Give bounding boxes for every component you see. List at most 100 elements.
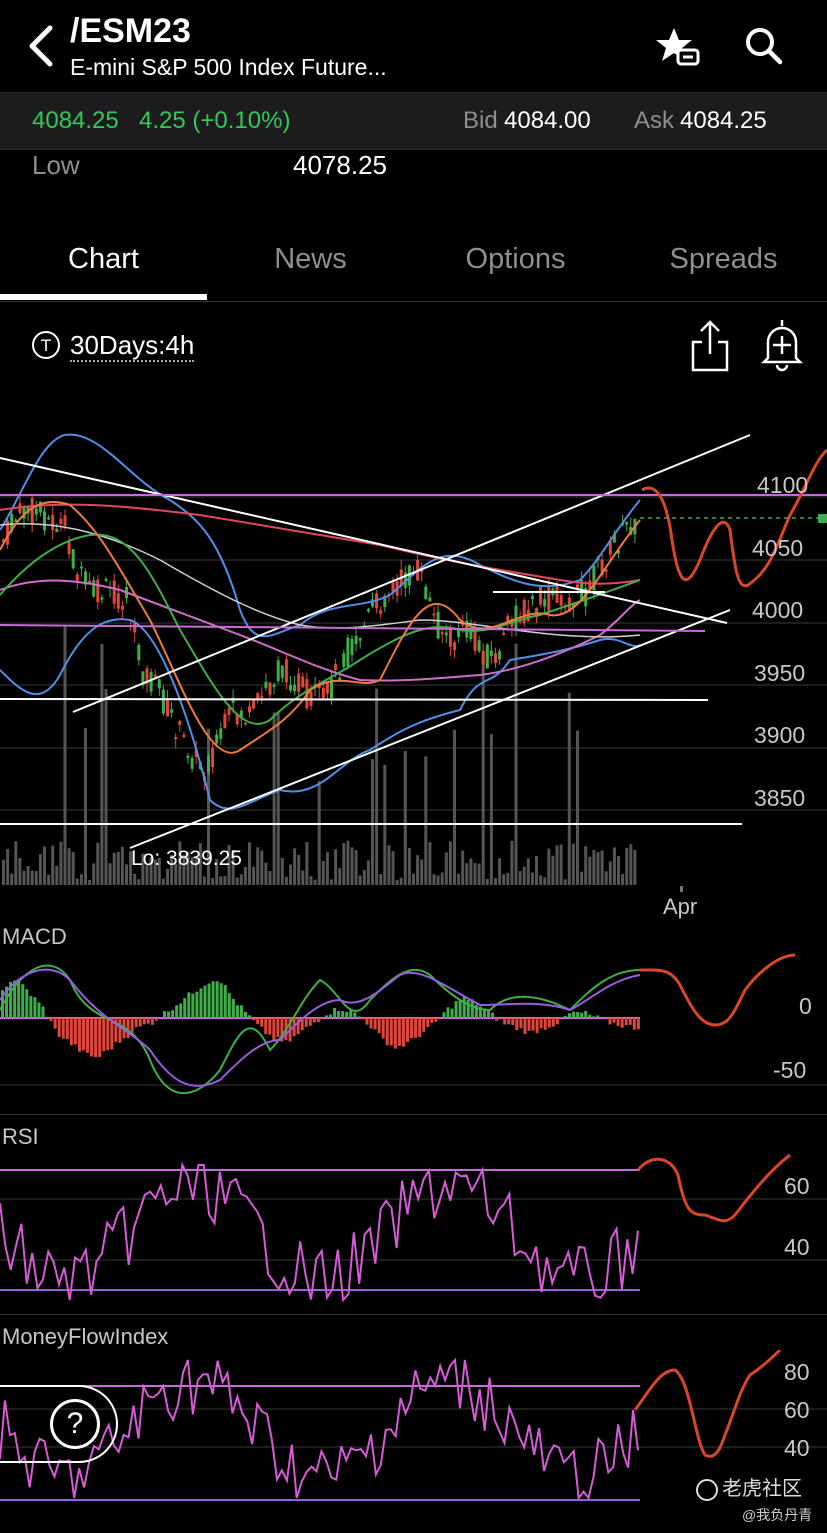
macd-histogram-bar — [503, 1018, 507, 1025]
macd-histogram-bar — [418, 1018, 422, 1038]
price-chart[interactable] — [0, 420, 827, 890]
period-icon[interactable]: T — [31, 330, 61, 360]
add-alert-bell-icon[interactable] — [760, 318, 804, 372]
rsi-chart[interactable] — [0, 1150, 827, 1310]
candle-body — [334, 664, 338, 670]
candle-body — [457, 629, 461, 637]
candle-body — [403, 572, 407, 588]
macd-histogram-bar — [53, 1018, 57, 1029]
watchlist-star-icon[interactable] — [654, 26, 700, 68]
volume-bar — [432, 874, 436, 885]
volume-bar — [608, 861, 612, 885]
candle-body — [543, 599, 547, 607]
candle-body — [215, 734, 219, 744]
candle-body — [571, 603, 575, 609]
candle-body — [366, 609, 370, 612]
candle-body — [469, 627, 473, 640]
volume-bar — [371, 759, 374, 885]
volume-bar — [436, 875, 440, 885]
macd-histogram-bar — [175, 1005, 179, 1018]
volume-bar — [506, 872, 510, 885]
volume-bar — [34, 871, 38, 885]
price-axis-4000: 4000 — [752, 597, 804, 623]
volume-bar — [321, 861, 325, 885]
candlesticks — [2, 493, 637, 791]
bid-label: Bid — [463, 107, 498, 134]
candle-body — [625, 521, 629, 525]
share-icon[interactable] — [690, 318, 730, 372]
volume-bar — [174, 863, 178, 885]
macd-histogram-bar — [389, 1018, 393, 1046]
price-change: 4.25 (+0.10%) — [139, 107, 291, 134]
macd-histogram-bar — [98, 1018, 102, 1057]
volume-bar — [284, 876, 288, 885]
volume-bar — [317, 781, 321, 885]
macd-histogram-bar — [636, 1018, 640, 1030]
macd-histogram-bar — [426, 1018, 430, 1028]
volume-bar — [161, 878, 165, 885]
last-price: 4084.25 — [32, 107, 119, 134]
tab-spreads[interactable]: Spreads — [669, 243, 778, 275]
volume-bar — [633, 849, 637, 885]
volume-bar — [170, 854, 174, 885]
volume-bar — [576, 730, 579, 885]
volume-bar — [412, 873, 415, 885]
macd-histogram-bar — [272, 1018, 276, 1040]
macd-histogram-bar — [235, 1005, 239, 1018]
back-chevron-icon[interactable] — [26, 24, 56, 68]
macd-histogram-bar — [82, 1018, 85, 1051]
candle-body — [211, 748, 215, 767]
macd-chart[interactable] — [0, 950, 827, 1110]
macd-histogram-bar — [466, 999, 470, 1018]
app-header: /ESM23 E-mini S&P 500 Index Future... — [0, 0, 827, 90]
volume-bar — [325, 852, 329, 885]
help-button[interactable]: ? — [0, 1385, 118, 1463]
price-axis-3950: 3950 — [754, 660, 806, 686]
candle-body — [612, 534, 616, 543]
candle-body — [260, 695, 264, 698]
macd-histogram-bar — [539, 1018, 543, 1029]
volume-bar — [338, 868, 342, 885]
volume-bar — [116, 851, 120, 885]
macd-histogram-bar — [304, 1018, 308, 1027]
macd-histogram-bar — [86, 1018, 90, 1053]
volume-bar — [30, 870, 34, 885]
volume-bar — [293, 848, 297, 885]
mfi-axis-80: 80 — [784, 1359, 810, 1385]
candle-body — [436, 611, 440, 639]
macd-histogram-bar — [69, 1018, 73, 1046]
candle-body — [473, 630, 477, 651]
volume-bar — [477, 863, 481, 885]
macd-histogram-bar — [563, 1015, 567, 1018]
candle-body — [141, 671, 145, 685]
macd-histogram-bar — [25, 989, 29, 1018]
period-selector[interactable]: 30Days:4h — [70, 330, 195, 362]
volume-bar — [424, 756, 428, 885]
tab-news[interactable]: News — [274, 243, 347, 275]
volume-bar — [485, 879, 489, 885]
volume-bar — [55, 865, 59, 885]
candle-body — [256, 693, 260, 700]
volume-bar — [14, 841, 18, 885]
macd-histogram-bar — [296, 1018, 300, 1035]
price-axis-4050: 4050 — [752, 535, 804, 561]
macd-histogram-bar — [308, 1018, 312, 1026]
macd-histogram-bar — [446, 1007, 450, 1018]
macd-histogram-bar — [572, 1011, 576, 1018]
bollinger-lower-line — [0, 618, 641, 810]
tab-chart[interactable]: Chart — [68, 243, 139, 275]
candle-body — [133, 622, 137, 633]
candle-body — [383, 595, 387, 608]
price-axis-4100: 4100 — [757, 472, 809, 498]
candle-body — [346, 637, 350, 667]
ma-white-line — [0, 523, 641, 638]
macd-histogram-bar — [252, 1018, 256, 1021]
volume-bar — [547, 848, 551, 885]
volume-bar — [584, 846, 588, 885]
candle-body — [555, 584, 559, 603]
macd-histogram-bar — [393, 1018, 397, 1049]
time-axis-apr: Apr — [663, 894, 698, 919]
search-icon[interactable] — [744, 26, 784, 66]
tab-options[interactable]: Options — [465, 243, 566, 275]
mfi-chart[interactable] — [0, 1350, 827, 1510]
